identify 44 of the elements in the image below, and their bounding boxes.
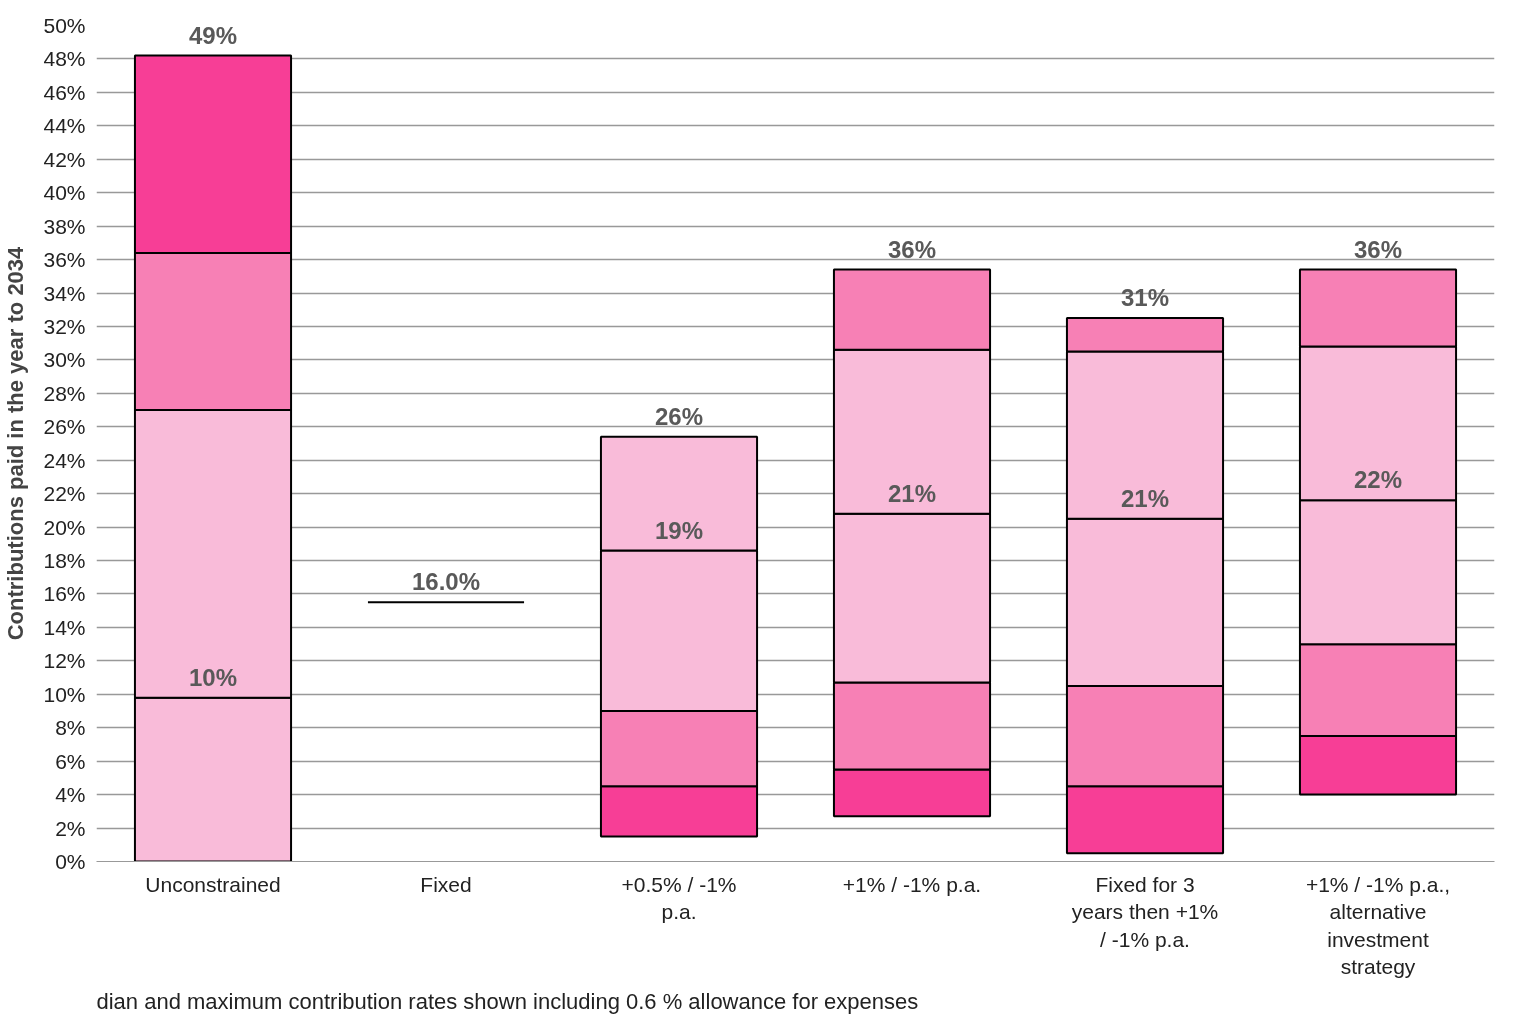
y-tick-label: 10% [43, 682, 86, 706]
annotation: 22% [1353, 466, 1403, 494]
x-tick-label: Fixed [420, 872, 472, 896]
annotation: 36% [887, 235, 937, 263]
annotation: 16.0% [411, 568, 481, 596]
text: dian and maximum contribution rates shown including 0.6 % allowance for expenses [96, 988, 919, 1014]
y-tick-label: 46% [43, 80, 86, 104]
y-tick-label: 44% [43, 114, 86, 138]
y-tick-label: 6% [55, 749, 86, 773]
y-axis-title: Contributions paid in the year to 2034 [3, 245, 29, 641]
x-tick-label: Fixed for 3 years then +1% / -1% p.a. [1071, 872, 1219, 951]
annotation: 19% [654, 516, 704, 544]
y-tick-label: 22% [43, 482, 86, 506]
x-tick-label: Unconstrained [145, 872, 281, 896]
annotation: 36% [1353, 235, 1403, 263]
y-tick-label: 30% [43, 348, 86, 372]
y-tick-label: 2% [55, 816, 86, 840]
y-tick-label: 24% [43, 448, 86, 472]
y-tick-label: 26% [43, 415, 86, 439]
y-tick-label: 18% [43, 549, 86, 573]
y-tick-label: 48% [43, 47, 86, 71]
y-tick-label: 14% [43, 615, 86, 639]
y-tick-label: 4% [55, 783, 86, 807]
y-tick-label: 16% [43, 582, 86, 606]
y-tick-label: 20% [43, 515, 86, 539]
y-tick-label: 36% [43, 248, 86, 272]
y-tick-label: 32% [43, 314, 86, 338]
annotation: 21% [887, 479, 937, 507]
annotation: 10% [188, 663, 238, 691]
annotation: 26% [654, 402, 704, 430]
y-tick-label: 8% [55, 716, 86, 740]
y-tick-label: 12% [43, 649, 86, 673]
x-tick-label: +1% / -1% p.a., alternative investment strategy [1305, 872, 1451, 979]
x-tick-label: +1% / -1% p.a. [842, 872, 982, 896]
annotation: 49% [188, 21, 238, 49]
annotation: 21% [1120, 484, 1170, 512]
y-tick-label: 38% [43, 214, 86, 238]
y-tick-label: 0% [55, 850, 86, 873]
x-tick-label: +0.5% / -1% p.a. [621, 872, 737, 924]
y-tick-label: 50% [43, 14, 86, 37]
y-tick-label: 40% [43, 181, 86, 205]
y-tick-label: 42% [43, 147, 86, 171]
y-tick-label: 28% [43, 381, 86, 405]
y-tick-label: 34% [43, 281, 86, 305]
